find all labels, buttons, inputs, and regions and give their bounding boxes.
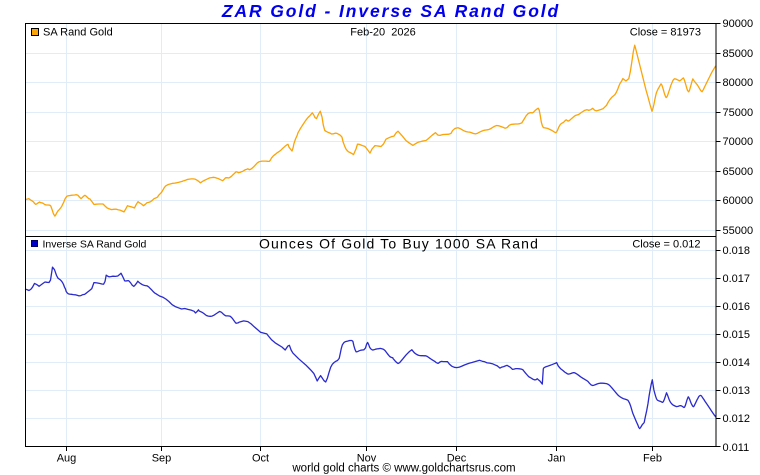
svg-text:0.016: 0.016 bbox=[723, 301, 751, 313]
svg-text:0.017: 0.017 bbox=[723, 273, 751, 285]
svg-text:65000: 65000 bbox=[723, 166, 754, 178]
svg-text:Feb: Feb bbox=[643, 453, 662, 465]
svg-text:Jan: Jan bbox=[548, 453, 566, 465]
svg-text:0.011: 0.011 bbox=[723, 442, 750, 454]
svg-text:world gold charts © www.goldch: world gold charts © www.goldchartsrus.co… bbox=[291, 463, 515, 475]
svg-text:80000: 80000 bbox=[723, 77, 754, 89]
svg-text:Close = 0.012: Close = 0.012 bbox=[632, 239, 700, 251]
svg-text:Dec: Dec bbox=[447, 453, 467, 465]
svg-text:Nov: Nov bbox=[357, 453, 377, 465]
svg-text:85000: 85000 bbox=[723, 48, 754, 60]
svg-text:Ounces Of Gold To Buy 1000 SA: Ounces Of Gold To Buy 1000 SA Rand bbox=[259, 236, 539, 252]
svg-text:ZAR Gold - Inverse SA Rand Gol: ZAR Gold - Inverse SA Rand Gold bbox=[221, 1, 560, 21]
svg-text:75000: 75000 bbox=[723, 107, 754, 119]
svg-text:Oct: Oct bbox=[252, 453, 269, 465]
svg-text:0.013: 0.013 bbox=[723, 385, 751, 397]
svg-text:0.015: 0.015 bbox=[723, 329, 751, 341]
svg-text:0.014: 0.014 bbox=[723, 357, 751, 369]
svg-text:Sep: Sep bbox=[152, 453, 172, 465]
svg-text:Feb-20 2026: Feb-20 2026 bbox=[350, 27, 415, 39]
svg-text:90000: 90000 bbox=[723, 18, 754, 30]
svg-text:70000: 70000 bbox=[723, 136, 754, 148]
svg-text:SA Rand Gold: SA Rand Gold bbox=[43, 27, 113, 39]
svg-text:55000: 55000 bbox=[723, 225, 754, 237]
svg-text:60000: 60000 bbox=[723, 195, 754, 207]
svg-text:0.012: 0.012 bbox=[723, 413, 751, 425]
svg-text:0.018: 0.018 bbox=[723, 245, 751, 257]
svg-text:Inverse SA Rand Gold: Inverse SA Rand Gold bbox=[43, 239, 147, 251]
svg-text:Close = 81973: Close = 81973 bbox=[630, 27, 701, 39]
svg-text:Aug: Aug bbox=[57, 453, 77, 465]
